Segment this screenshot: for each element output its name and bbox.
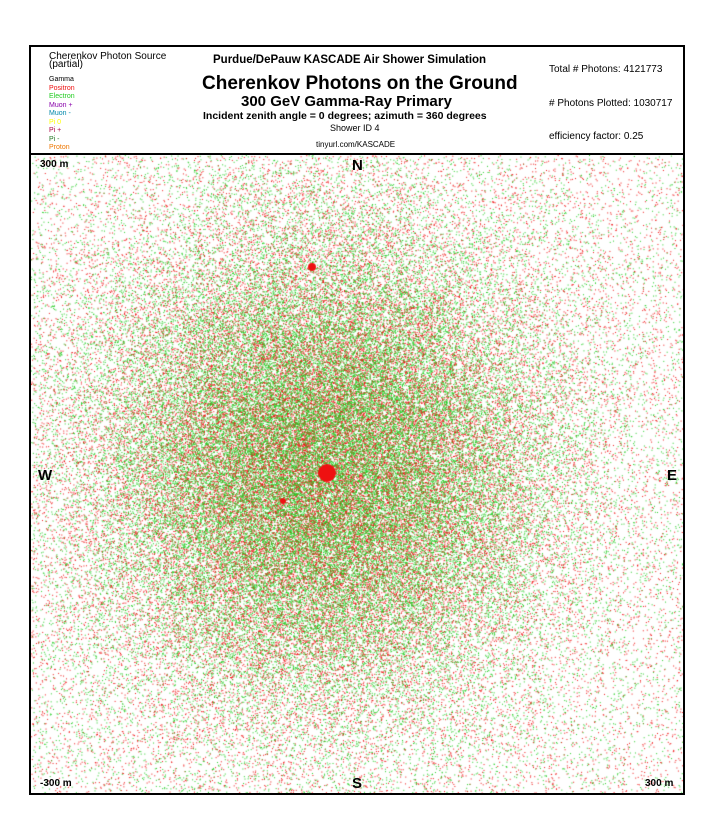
west-label: W	[38, 467, 53, 484]
angle-line: Incident zenith angle = 0 degrees; azimu…	[203, 110, 487, 122]
east-label: E	[667, 467, 678, 484]
simulation-title: Purdue/DePauw KASCADE Air Shower Simulat…	[213, 54, 487, 66]
corner-label-bottom-right: 300 m	[645, 778, 674, 789]
legend-item: Proton	[49, 144, 70, 151]
south-label: S	[352, 775, 363, 792]
shower-id: Shower ID 4	[330, 123, 380, 133]
photon-ground-plot: N S W E 300 m -300 m 300 m	[31, 155, 683, 793]
legend-item: Pi -	[49, 135, 60, 143]
north-label: N	[352, 157, 363, 174]
legend-item: Gamma	[49, 76, 74, 83]
efficiency-factor: efficiency factor: 0.25	[549, 131, 644, 142]
corner-label-top-left: 300 m	[40, 159, 69, 170]
corner-label-bottom-left: -300 m	[40, 778, 72, 789]
photons-plotted: # Photons Plotted: 1030717	[549, 98, 673, 109]
figure-frame: Cherenkov Photon Source (partial) Gamma P…	[29, 45, 685, 795]
photon-scatter-canvas	[31, 155, 683, 793]
figure-header: Cherenkov Photon Source (partial) Gamma P…	[31, 47, 683, 155]
legend-item: Pi 0	[49, 118, 62, 126]
total-photons: Total # Photons: 4121773	[549, 64, 663, 75]
legend-item: Pi +	[49, 127, 62, 134]
legend-item: Positron	[49, 84, 75, 92]
legend-subtitle: (partial)	[49, 59, 83, 70]
legend-title: Cherenkov Photon Source	[49, 51, 167, 62]
main-title: Cherenkov Photons on the Ground	[202, 73, 518, 94]
legend-item: Muon -	[49, 110, 71, 117]
legend-item: Muon +	[49, 101, 73, 109]
url-text: tinyurl.com/KASCADE	[316, 140, 396, 149]
subtitle: 300 GeV Gamma-Ray Primary	[241, 93, 452, 110]
legend-item: Electron	[49, 93, 75, 100]
legend-list: Gamma Positron Electron Muon + Muon - Pi 0 Pi …	[49, 76, 75, 153]
